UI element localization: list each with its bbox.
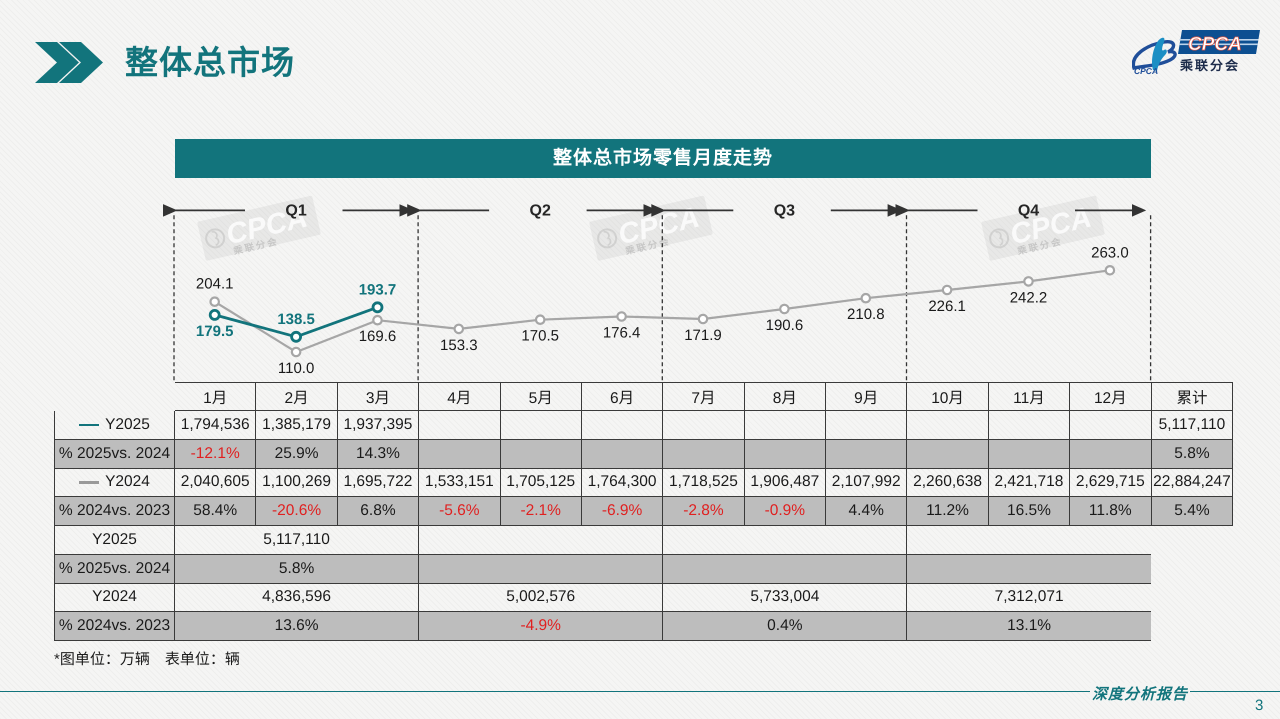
svg-text:179.5: 179.5	[196, 323, 234, 340]
svg-text:171.9: 171.9	[684, 327, 722, 344]
svg-text:乘联分会: 乘联分会	[1179, 58, 1240, 73]
svg-text:226.1: 226.1	[928, 298, 966, 315]
svg-text:169.6: 169.6	[359, 328, 397, 345]
svg-text:170.5: 170.5	[521, 328, 559, 345]
svg-text:110.0: 110.0	[278, 360, 314, 377]
svg-text:CPCA: CPCA	[1134, 66, 1158, 76]
svg-text:176.4: 176.4	[603, 325, 641, 342]
svg-text:242.2: 242.2	[1010, 289, 1048, 306]
svg-text:Q3: Q3	[774, 202, 795, 219]
svg-text:Q4: Q4	[1018, 202, 1039, 219]
svg-text:Q1: Q1	[285, 202, 306, 219]
svg-text:204.1: 204.1	[196, 276, 234, 293]
svg-text:210.8: 210.8	[847, 306, 885, 323]
svg-text:193.7: 193.7	[359, 281, 397, 298]
svg-text:Q2: Q2	[530, 202, 551, 219]
svg-text:263.0: 263.0	[1091, 244, 1129, 261]
svg-text:190.6: 190.6	[766, 317, 804, 334]
svg-text:153.3: 153.3	[440, 337, 478, 354]
svg-text:138.5: 138.5	[277, 311, 315, 328]
svg-text:CPCA: CPCA	[1188, 34, 1242, 55]
